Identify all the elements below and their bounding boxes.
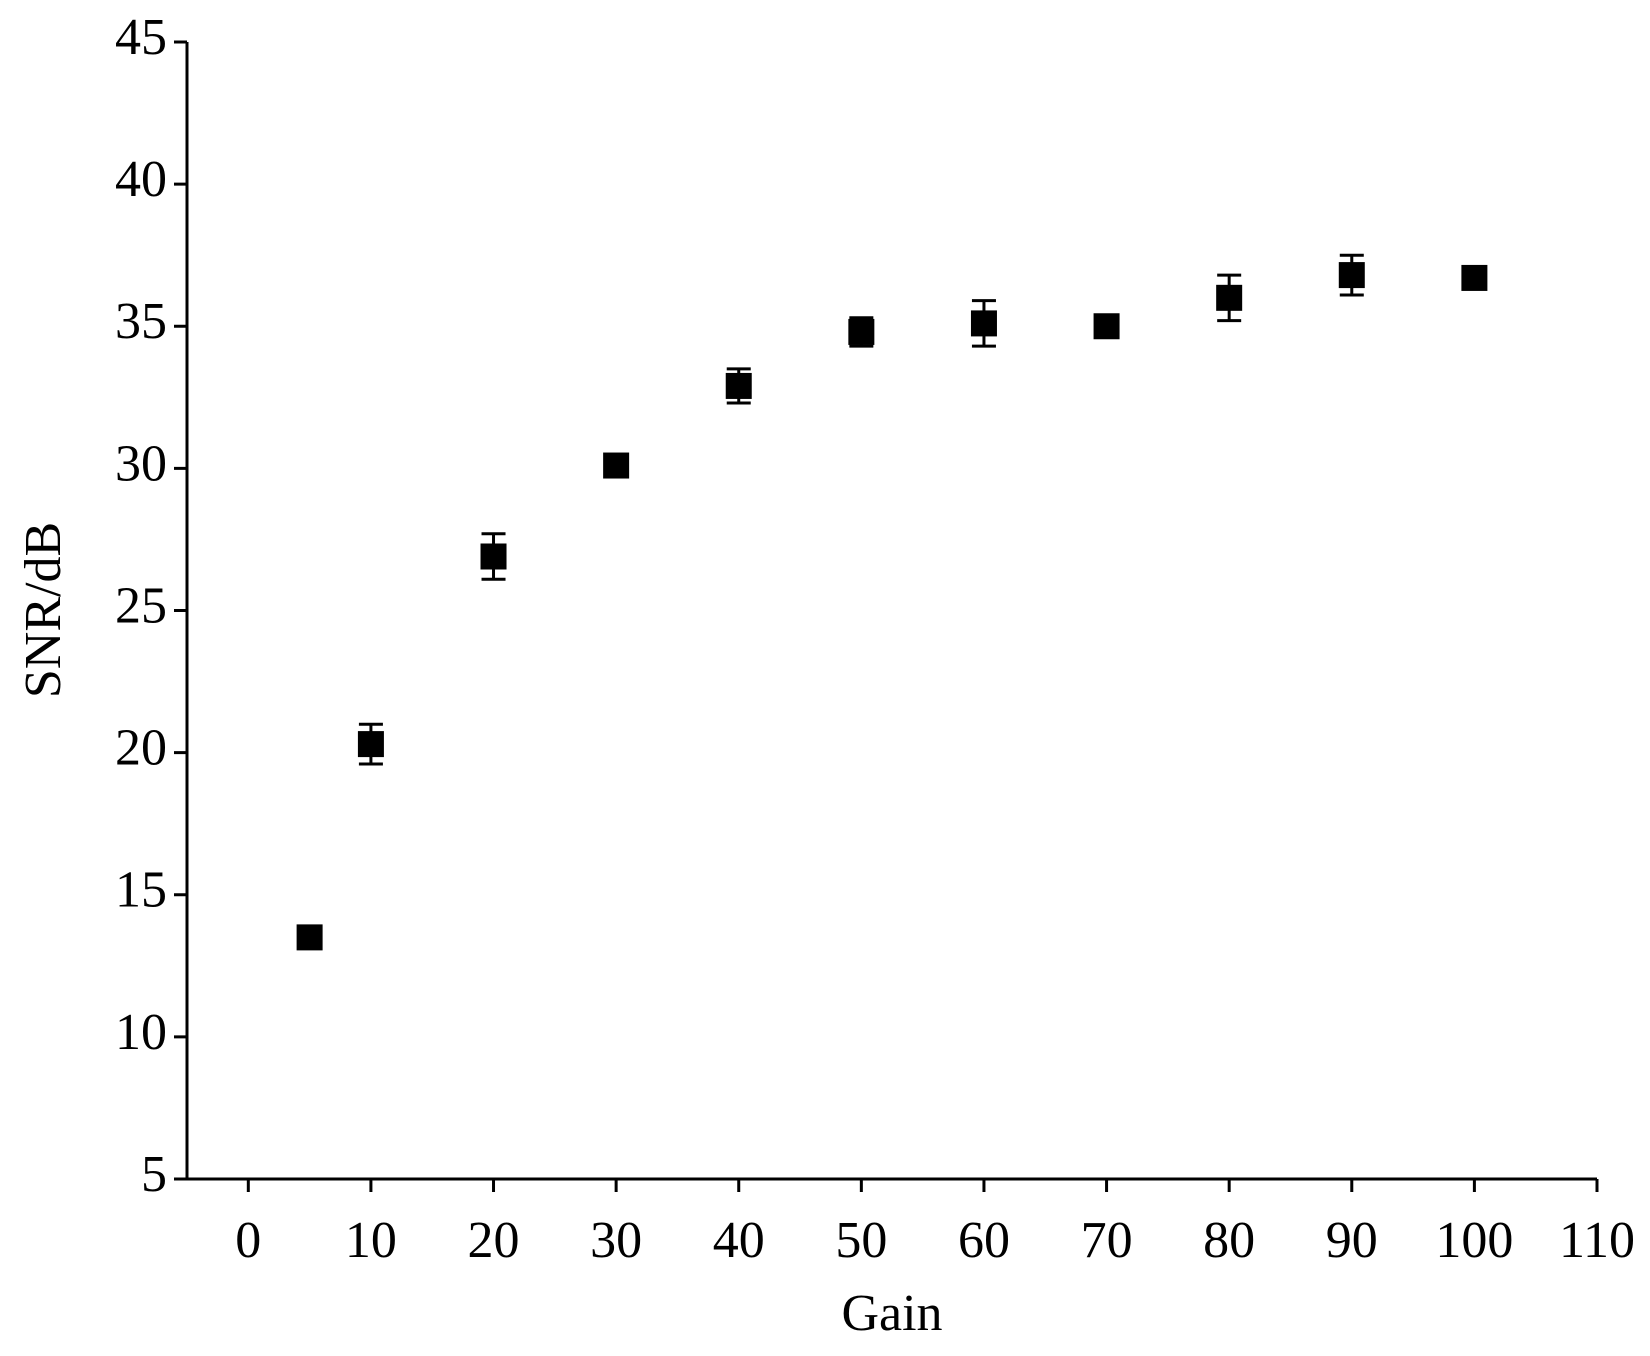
x-tick-label: 60 <box>958 1212 1010 1269</box>
y-axis-label: SNR/dB <box>15 522 72 698</box>
marker <box>970 310 997 337</box>
y-tick-label: 35 <box>115 293 167 350</box>
x-tick-label: 90 <box>1326 1212 1378 1269</box>
y-tick-label: 20 <box>115 720 167 777</box>
y-tick-label: 25 <box>115 577 167 634</box>
x-tick-label: 70 <box>1081 1212 1133 1269</box>
marker <box>357 731 384 758</box>
marker <box>1093 313 1120 340</box>
marker <box>1216 284 1243 311</box>
y-tick-label: 40 <box>115 151 167 208</box>
marker <box>603 452 630 479</box>
x-tick-label: 0 <box>235 1212 261 1269</box>
x-tick-label: 40 <box>713 1212 765 1269</box>
x-tick-label: 30 <box>590 1212 642 1269</box>
marker <box>1338 262 1365 289</box>
marker <box>1461 264 1488 291</box>
marker <box>725 372 752 399</box>
marker <box>296 924 323 951</box>
x-tick-label: 100 <box>1435 1212 1513 1269</box>
y-tick-label: 10 <box>115 1004 167 1061</box>
x-tick-label: 50 <box>835 1212 887 1269</box>
y-tick-label: 15 <box>115 862 167 919</box>
y-tick-label: 5 <box>141 1146 167 1203</box>
y-tick-label: 45 <box>115 9 167 66</box>
x-axis-label: Gain <box>841 1285 942 1342</box>
y-tick-label: 30 <box>115 435 167 492</box>
x-tick-label: 10 <box>345 1212 397 1269</box>
x-tick-label: 80 <box>1203 1212 1255 1269</box>
marker <box>848 318 875 345</box>
x-tick-label: 110 <box>1559 1212 1635 1269</box>
x-tick-label: 20 <box>468 1212 520 1269</box>
marker <box>480 543 507 570</box>
